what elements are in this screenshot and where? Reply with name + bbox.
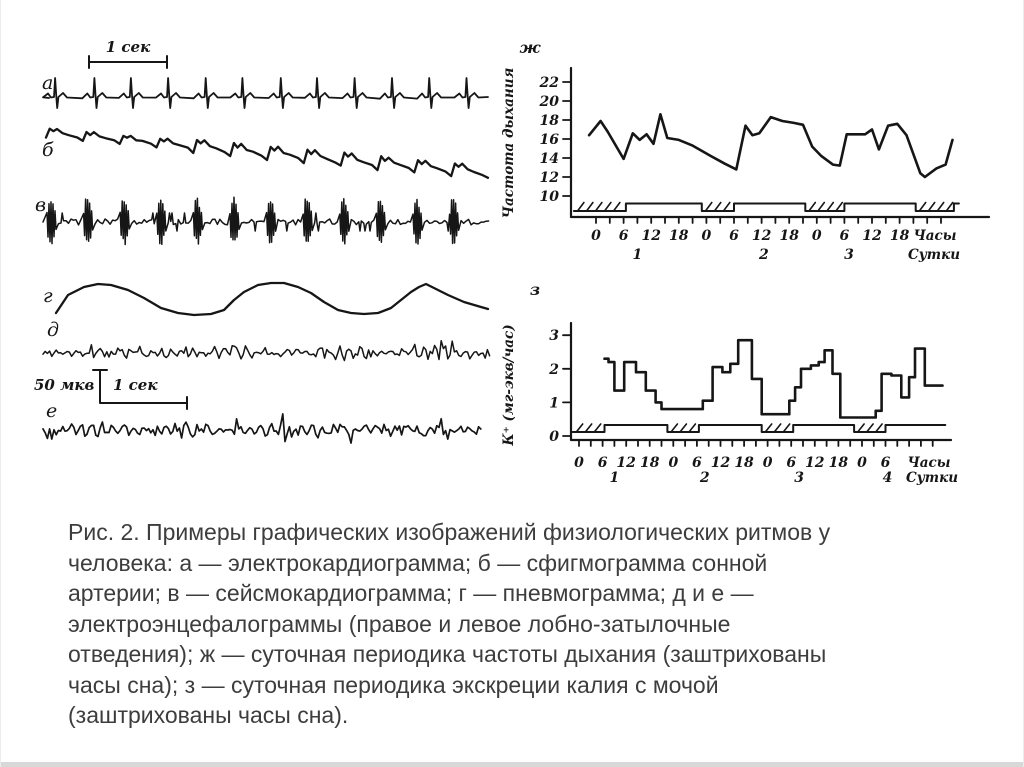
chart-z-xtick-label: 0 xyxy=(574,455,584,471)
amp-scale-label: 50 мкв xyxy=(34,376,95,394)
chart-zh-sleep-band xyxy=(572,202,960,212)
chart-z-xtick-label: 12 xyxy=(711,455,731,471)
trace-a-label: а xyxy=(42,72,53,94)
chart-zh-xtick-label: 12 xyxy=(641,228,661,244)
chart-z-sleep-hatch xyxy=(857,423,883,433)
chart-z-sleep-hatch xyxy=(575,423,602,433)
chart-z-xtick-label: 18 xyxy=(640,455,660,471)
chart-zh-line xyxy=(587,113,954,179)
chart-z-day-label: 4 xyxy=(883,470,893,486)
chart-z-days-label: Сутки xyxy=(906,470,958,486)
chart-zh-xtick-label: 6 xyxy=(729,228,739,244)
chart-z-xtick-label: 6 xyxy=(786,455,796,471)
chart-zh-axes xyxy=(569,66,991,219)
top-time-scale-label: 1 сек xyxy=(106,38,151,56)
chart-zh-xtick-label: 0 xyxy=(591,228,601,244)
chart-z-xtick-label: 18 xyxy=(829,455,849,471)
chart-zh-panel-label: ж xyxy=(520,38,542,57)
chart-z-sleep-hatch xyxy=(670,423,697,433)
trace-d-path xyxy=(42,339,491,362)
chart-zh-xtick-label: 18 xyxy=(890,228,910,244)
caption-line: отведения); ж — суточная периодика часто… xyxy=(68,641,827,667)
chart-z-panel-label: з xyxy=(530,280,540,299)
trace-d-label: д xyxy=(47,319,59,341)
chart-z-xtick-label: 12 xyxy=(616,455,636,471)
chart-z-ytick-label: 2 xyxy=(548,362,559,378)
caption-line: артерии; в — сейсмокардиограмма; г — пне… xyxy=(68,580,754,606)
chart-z-ytick-label: 3 xyxy=(549,328,559,344)
chart-z-xtick-label: 12 xyxy=(805,455,825,471)
chart-zh-ytick-label: 16 xyxy=(540,132,560,148)
chart-z-axes xyxy=(569,321,953,442)
chart-zh-day-label: 1 xyxy=(633,247,643,263)
trace-v-path xyxy=(42,196,490,246)
trace-b-path xyxy=(44,127,490,179)
chart-z-xtick-label: 0 xyxy=(763,455,773,471)
chart-z-ylabel: К⁺ (мг-экв/час) xyxy=(501,324,517,446)
trace-e-label: е xyxy=(46,400,57,422)
chart-z-xtick-label: 6 xyxy=(598,455,608,471)
chart-zh-xtick-label: 0 xyxy=(702,228,712,244)
chart-z-hours-label: Часы xyxy=(907,455,950,471)
chart-zh-days-label: Сутки xyxy=(908,247,960,263)
chart-z-xtick-label: 6 xyxy=(881,455,891,471)
chart-zh-xtick-label: 6 xyxy=(619,228,629,244)
caption-line: человека: а — электрокардиограмма; б — с… xyxy=(68,549,768,576)
chart-zh-sleep-hatch xyxy=(577,201,621,212)
trace-g-label: г xyxy=(43,285,53,307)
trace-e-path xyxy=(42,413,482,444)
chart-zh-day-label: 3 xyxy=(844,247,854,263)
chart-z-xtick-label: 6 xyxy=(692,455,702,471)
chart-zh-ylabel: Частота дыхания xyxy=(501,68,517,219)
chart-zh-ytick-label: 20 xyxy=(539,94,560,110)
chart-zh-ytick-label: 18 xyxy=(540,113,560,129)
chart-zh-xtick-label: 0 xyxy=(812,228,822,244)
chart-zh-sleep-hatch xyxy=(705,201,731,212)
chart-zh-day-label: 2 xyxy=(758,247,769,263)
chart-zh-xtick-label: 6 xyxy=(840,228,850,244)
chart-z-xtick-label: 18 xyxy=(734,455,754,471)
chart-zh-sleep-hatch xyxy=(918,201,954,212)
caption-line: Рис. 2. Примеры графических изображений … xyxy=(68,519,831,545)
chart-z-day-label: 1 xyxy=(609,470,619,486)
chart-zh-ytick-label: 22 xyxy=(539,75,560,91)
chart-zh-ytick-label: 10 xyxy=(540,189,560,205)
trace-v-label: в xyxy=(35,194,46,216)
trace-a-path xyxy=(42,77,489,109)
top-time-scalebar xyxy=(88,55,168,69)
chart-z-day-label: 3 xyxy=(794,470,804,486)
chart-zh-sleep-hatch xyxy=(808,201,844,212)
chart-zh-xtick-label: 12 xyxy=(752,228,772,244)
chart-z-ytick-label: 0 xyxy=(549,429,559,445)
chart-z-xtick-label: 0 xyxy=(668,455,678,471)
chart-z-sleep-hatch xyxy=(764,423,791,433)
chart-z-day-label: 2 xyxy=(699,470,710,486)
chart-zh-xtick-label: 18 xyxy=(779,228,799,244)
mid-time-scale-label: 1 сек xyxy=(113,376,158,394)
trace-b-label: б xyxy=(42,139,54,161)
caption-line: (заштрихованы часы сна). xyxy=(68,702,349,728)
chart-zh-hours-label: Часы xyxy=(913,228,956,244)
caption-line: электроэнцефалограммы (правое и левое ло… xyxy=(68,610,731,637)
chart-zh-ytick-label: 14 xyxy=(540,151,559,167)
chart-z-ytick-label: 1 xyxy=(549,395,559,411)
chart-zh-xtick-label: 18 xyxy=(669,228,689,244)
slide-bottom-edge xyxy=(1,762,1023,767)
trace-g-path xyxy=(54,281,490,317)
chart-z-sleep-band xyxy=(571,424,947,433)
chart-z-step-line xyxy=(603,338,944,419)
chart-zh-ytick-label: 12 xyxy=(540,170,560,186)
mid-scalebar xyxy=(92,369,188,410)
caption-line: часы сна); з — суточная периодика экскре… xyxy=(68,671,719,698)
chart-zh-xtick-label: 12 xyxy=(862,228,882,244)
chart-z-xtick-label: 0 xyxy=(857,455,867,471)
figure-caption: Рис. 2. Примеры графических изображений … xyxy=(68,517,948,731)
